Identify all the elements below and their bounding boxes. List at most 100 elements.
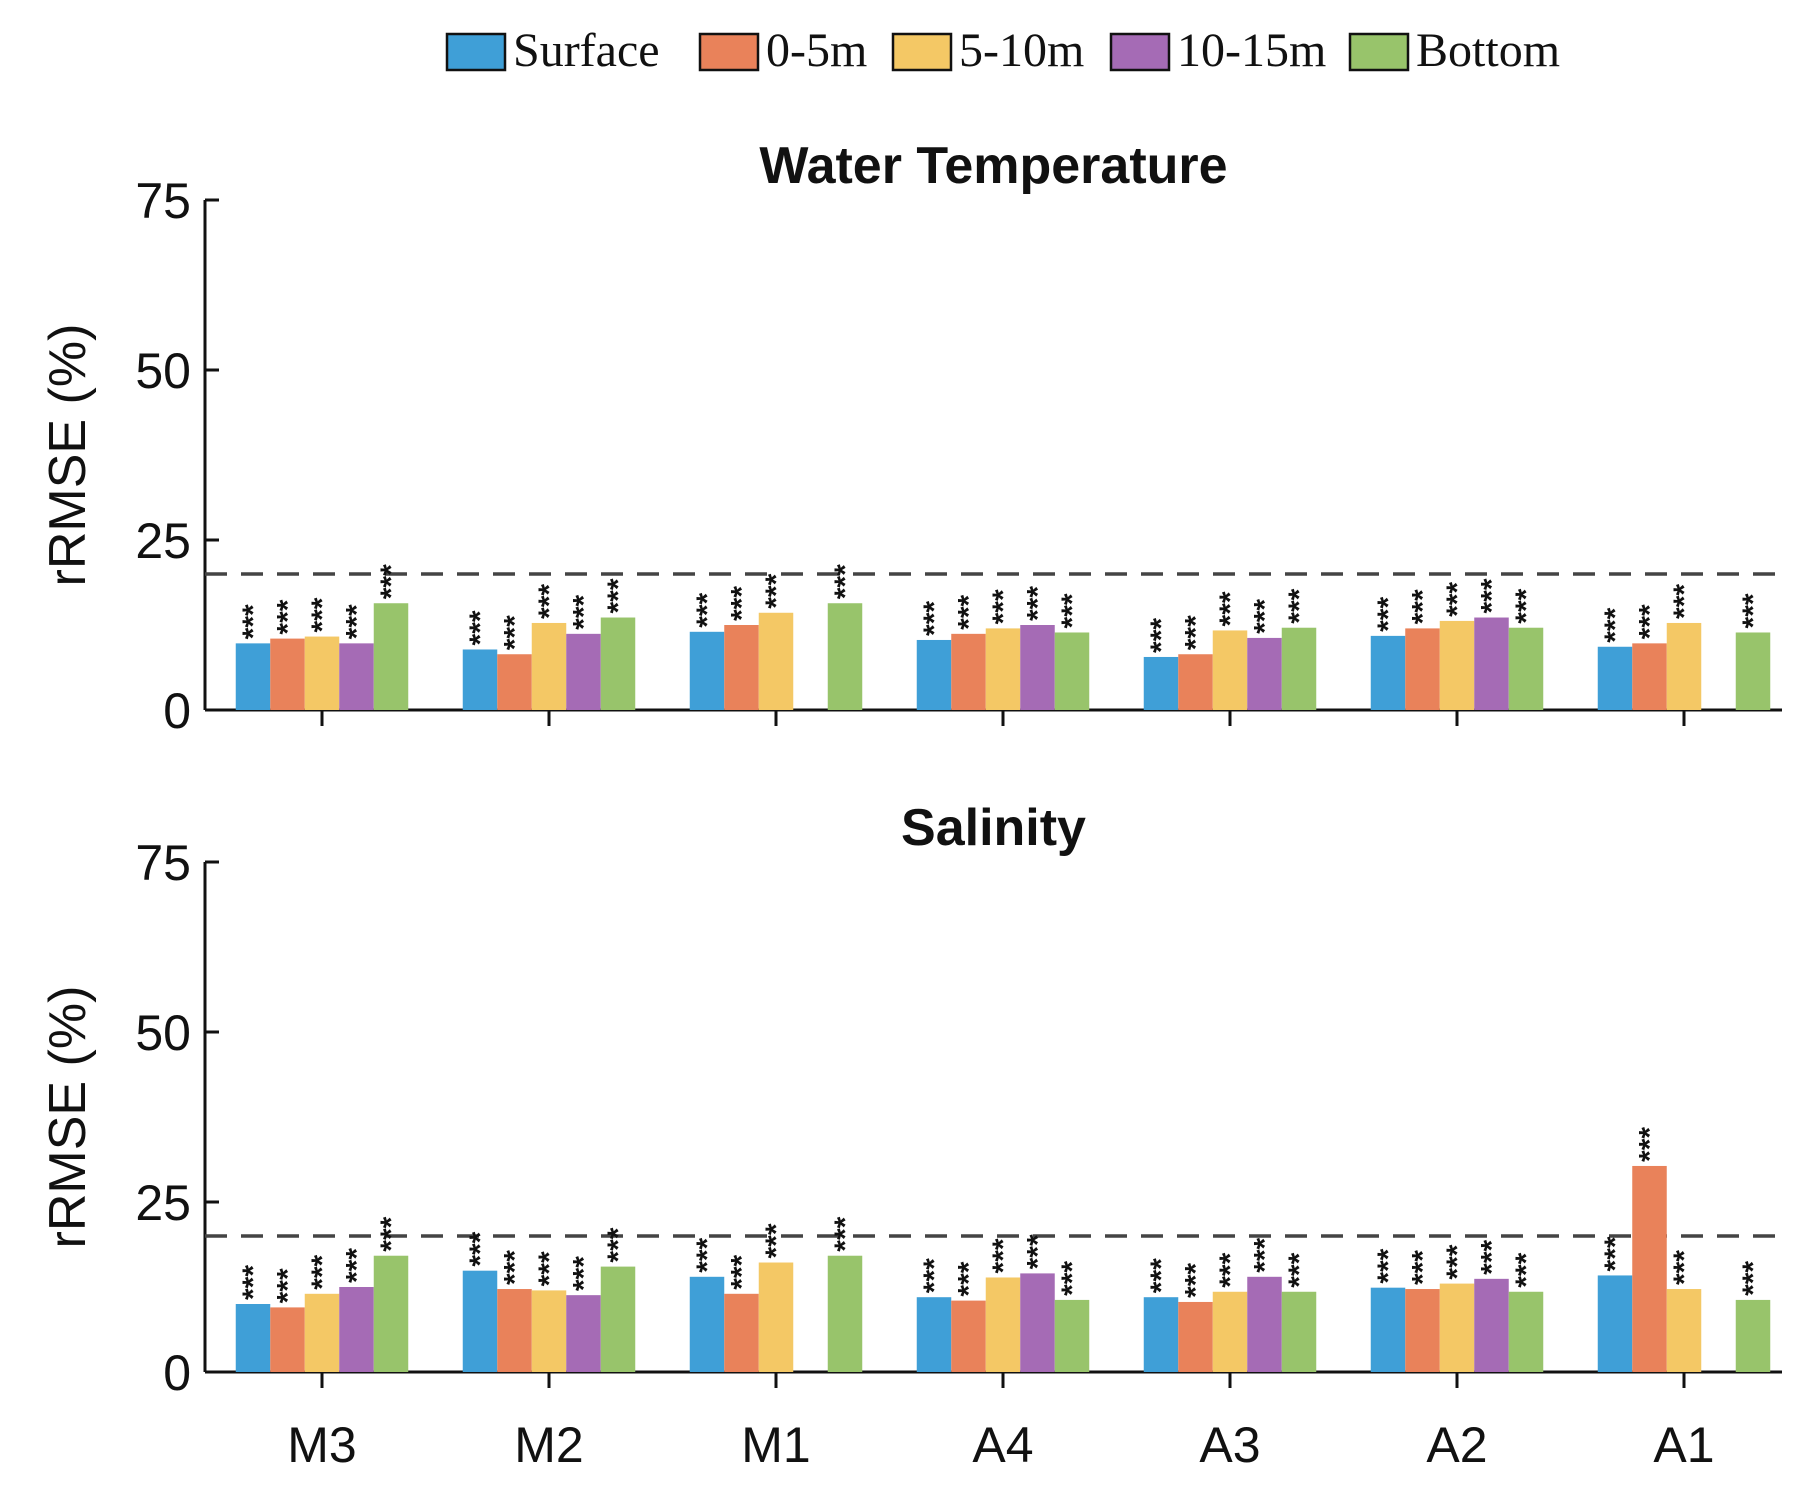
bar-water-temperature-a3-bottom xyxy=(1281,627,1317,710)
significance-salinity-a1-5-10m: *** xyxy=(1668,1250,1701,1285)
bar-water-temperature-m2-surface xyxy=(462,649,498,710)
significance-salinity-a3-bottom: *** xyxy=(1283,1252,1316,1287)
legend-item-0-5m: 0-5m xyxy=(698,24,867,77)
bar-water-temperature-a2-10-15m xyxy=(1474,617,1509,710)
significance-water-temperature-m1-0-5m: *** xyxy=(726,586,759,621)
x-tick-label-m1: M1 xyxy=(741,1417,810,1473)
significance-water-temperature-m2-10-15m: *** xyxy=(568,594,601,629)
bar-water-temperature-a4-surface xyxy=(916,639,952,710)
legend-swatch-5-10m xyxy=(891,32,953,72)
significance-water-temperature-a3-5-10m: *** xyxy=(1214,591,1247,626)
significance-water-temperature-m3-surface: *** xyxy=(237,604,270,639)
significance-water-temperature-a2-0-5m: *** xyxy=(1407,589,1440,624)
significance-water-temperature-m3-0-5m: *** xyxy=(272,599,305,634)
significance-salinity-m3-bottom: *** xyxy=(375,1216,408,1251)
bar-water-temperature-m3-10-15m xyxy=(339,643,374,710)
significance-salinity-m3-surface: *** xyxy=(237,1265,270,1300)
y-tick-label-water-temperature-75: 75 xyxy=(135,173,191,229)
significance-water-temperature-a1-0-5m: *** xyxy=(1634,604,1667,639)
legend-item-10-15m: 10-15m xyxy=(1109,24,1326,77)
significance-salinity-m3-0-5m: *** xyxy=(272,1268,305,1303)
bar-salinity-a3-10-15m xyxy=(1247,1276,1282,1372)
chart-title-salinity: Salinity xyxy=(901,799,1086,857)
bar-water-temperature-m1-0-5m xyxy=(724,625,759,710)
bar-salinity-a3-5-10m xyxy=(1212,1291,1248,1372)
significance-salinity-a3-10-15m: *** xyxy=(1249,1237,1282,1272)
bar-water-temperature-m2-bottom xyxy=(600,617,636,710)
legend-label-bottom: Bottom xyxy=(1416,24,1560,77)
bar-salinity-a1-5-10m xyxy=(1666,1289,1702,1372)
bar-salinity-a2-surface xyxy=(1370,1287,1406,1372)
y-tick-label-water-temperature-0: 0 xyxy=(163,683,191,739)
significance-water-temperature-a1-bottom: *** xyxy=(1737,593,1770,628)
bar-water-temperature-a3-0-5m xyxy=(1178,654,1213,710)
bar-water-temperature-a1-5-10m xyxy=(1666,622,1702,710)
significance-water-temperature-a3-bottom: *** xyxy=(1283,588,1316,623)
x-tick-label-m2: M2 xyxy=(514,1417,583,1473)
significance-salinity-a4-5-10m: *** xyxy=(987,1238,1020,1273)
x-tick-label-a1: A1 xyxy=(1653,1417,1714,1473)
significance-salinity-a3-surface: *** xyxy=(1145,1258,1178,1293)
y-axis-label-water-temperature: rRMSE (%) xyxy=(39,324,97,587)
legend-label-0-5m: 0-5m xyxy=(766,24,867,77)
bar-salinity-a3-bottom xyxy=(1281,1291,1317,1372)
legend-swatch-10-15m xyxy=(1109,32,1171,72)
bar-salinity-m1-surface xyxy=(689,1276,725,1372)
bar-salinity-a4-10-15m xyxy=(1020,1273,1055,1372)
significance-salinity-a1-0-5m: *** xyxy=(1634,1127,1667,1162)
significance-water-temperature-m1-surface: *** xyxy=(691,592,724,627)
bar-salinity-a4-surface xyxy=(916,1297,952,1372)
bar-water-temperature-m3-bottom xyxy=(373,603,409,710)
significance-water-temperature-m2-bottom: *** xyxy=(602,578,635,613)
significance-salinity-m2-0-5m: *** xyxy=(499,1250,532,1285)
bar-water-temperature-m3-surface xyxy=(235,643,271,710)
significance-water-temperature-m3-bottom: *** xyxy=(375,564,408,599)
y-tick-label-salinity-0: 0 xyxy=(163,1345,191,1401)
bar-water-temperature-m2-0-5m xyxy=(497,654,532,710)
chart-salinity: Salinity rRMSE (%) 0 25 50 75 M3 M2 M1 A4 A3 A2 A1 **… xyxy=(39,799,1782,1473)
significance-water-temperature-a4-5-10m: *** xyxy=(987,589,1020,624)
significance-salinity-m2-10-15m: *** xyxy=(568,1256,601,1291)
significance-salinity-m2-surface: *** xyxy=(464,1231,497,1266)
y-tick-label-salinity-50: 50 xyxy=(135,1005,191,1061)
x-tick-label-a3: A3 xyxy=(1199,1417,1260,1473)
y-tick-label-water-temperature-25: 25 xyxy=(135,513,191,569)
significance-water-temperature-a4-bottom: *** xyxy=(1056,593,1089,628)
significance-salinity-a4-bottom: *** xyxy=(1056,1261,1089,1296)
significance-salinity-a2-5-10m: *** xyxy=(1441,1244,1474,1279)
bar-salinity-m2-bottom xyxy=(600,1266,636,1372)
significance-salinity-m1-5-10m: *** xyxy=(760,1223,793,1258)
bar-water-temperature-a4-bottom xyxy=(1054,632,1090,710)
significance-water-temperature-a2-10-15m: *** xyxy=(1476,578,1509,613)
bar-salinity-m3-bottom xyxy=(373,1255,409,1372)
significance-water-temperature-a2-bottom: *** xyxy=(1510,588,1543,623)
significance-water-temperature-m2-5-10m: *** xyxy=(533,584,566,619)
bar-salinity-a1-surface xyxy=(1597,1275,1633,1372)
bar-salinity-m2-surface xyxy=(462,1270,498,1372)
chart-title-water-temperature: Water Temperature xyxy=(759,137,1227,195)
bar-salinity-m3-5-10m xyxy=(304,1293,340,1372)
significance-salinity-m3-5-10m: *** xyxy=(306,1254,339,1289)
significance-water-temperature-a1-5-10m: *** xyxy=(1668,584,1701,619)
legend-item-5-10m: 5-10m xyxy=(891,24,1084,77)
bar-salinity-a2-0-5m xyxy=(1405,1289,1440,1372)
bar-salinity-m2-5-10m xyxy=(531,1290,567,1372)
bar-water-temperature-m1-surface xyxy=(689,631,725,710)
bar-salinity-a4-bottom xyxy=(1054,1299,1090,1372)
significance-water-temperature-m3-5-10m: *** xyxy=(306,597,339,632)
legend-label-10-15m: 10-15m xyxy=(1177,24,1326,77)
significance-water-temperature-a3-10-15m: *** xyxy=(1249,599,1282,634)
legend-swatch-bottom xyxy=(1348,32,1410,72)
bar-water-temperature-m1-5-10m xyxy=(758,612,794,710)
bar-water-temperature-a2-surface xyxy=(1370,635,1406,710)
significance-salinity-a2-0-5m: *** xyxy=(1407,1250,1440,1285)
legend: Surface 0-5m 5-10m 10-15m Bottom xyxy=(445,24,1560,77)
bar-water-temperature-a4-10-15m xyxy=(1020,625,1055,710)
significance-water-temperature-a2-5-10m: *** xyxy=(1441,582,1474,617)
x-tick-label-m3: M3 xyxy=(287,1417,356,1473)
significance-salinity-a4-10-15m: *** xyxy=(1022,1234,1055,1269)
significance-water-temperature-a3-0-5m: *** xyxy=(1180,615,1213,650)
bar-salinity-a3-0-5m xyxy=(1178,1301,1213,1372)
